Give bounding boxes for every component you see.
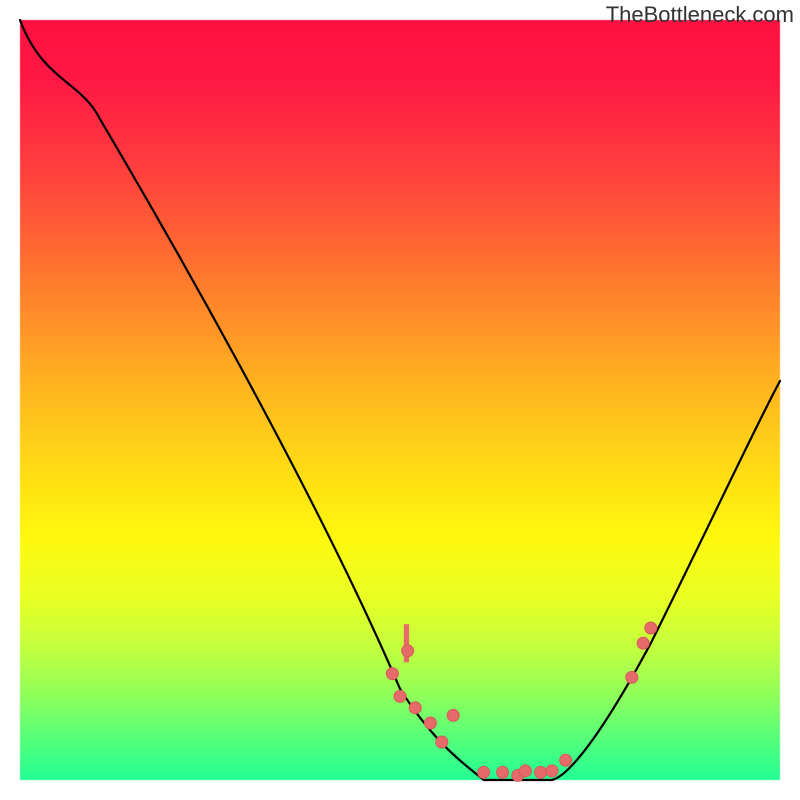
data-marker xyxy=(519,765,531,777)
data-marker xyxy=(447,709,459,721)
data-marker xyxy=(436,736,448,748)
data-marker xyxy=(478,766,490,778)
data-marker xyxy=(637,637,649,649)
data-marker xyxy=(560,754,572,766)
data-marker xyxy=(386,668,398,680)
data-marker xyxy=(626,671,638,683)
chart-plot xyxy=(0,0,800,800)
data-marker xyxy=(424,717,436,729)
data-marker xyxy=(546,765,558,777)
data-marker xyxy=(535,766,547,778)
data-marker xyxy=(497,766,509,778)
bottleneck-curve xyxy=(20,20,780,780)
data-marker xyxy=(645,622,657,634)
watermark-text: TheBottleneck.com xyxy=(606,2,794,28)
data-marker xyxy=(409,702,421,714)
bottleneck-chart: TheBottleneck.com xyxy=(0,0,800,800)
data-marker xyxy=(394,690,406,702)
data-marker xyxy=(402,645,414,657)
